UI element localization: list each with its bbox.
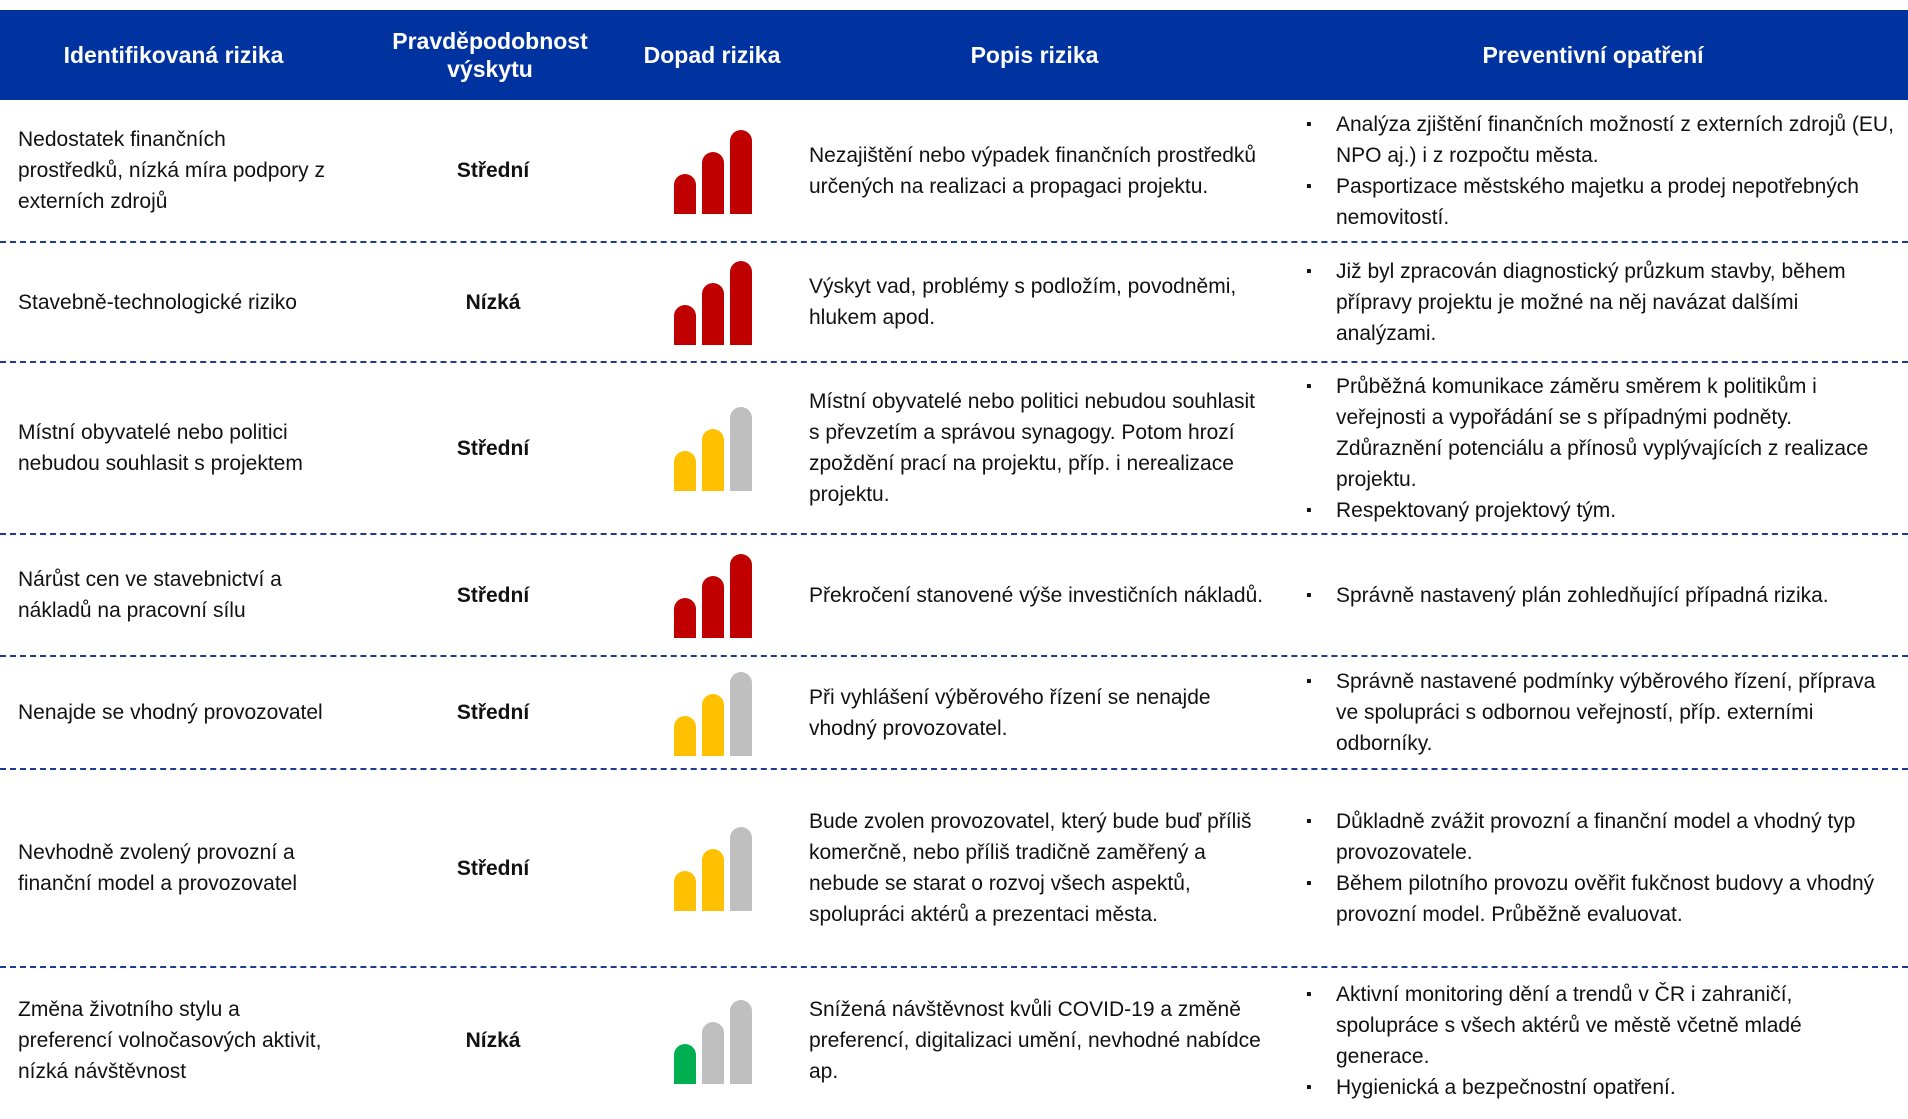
impact-cell <box>633 243 791 361</box>
measure-item: Již byl zpracován diagnostický průzkum s… <box>1306 256 1896 349</box>
risk-description: Nezajištění nebo výpadek finančních pros… <box>809 143 1257 198</box>
probability: Střední <box>456 436 530 460</box>
risk-name: Stavebně-technologické riziko <box>18 290 297 314</box>
measures-list: Aktivní monitoring dění a trendů v ČR i … <box>1296 979 1896 1103</box>
impact-bar <box>702 151 724 214</box>
measures-cell: Průběžná komunikace záměru směrem k poli… <box>1278 363 1908 533</box>
header-cell: Pravděpodobnost výskytu <box>392 28 588 82</box>
measure-item: Pasportizace městského majetku a prodej … <box>1306 171 1896 233</box>
probability: Střední <box>456 856 530 880</box>
impact-bar <box>730 999 752 1084</box>
impact-cell <box>633 535 791 655</box>
measure-item: Během pilotního provozu ověřit fukčnost … <box>1306 868 1896 930</box>
impact-bar <box>674 451 696 491</box>
measures-cell: Správně nastavené podmínky výběrového ří… <box>1278 657 1908 768</box>
measure-item: Důkladně zvážit provozní a finanční mode… <box>1306 806 1896 868</box>
measures-list: Analýza zjištění finančních možností z e… <box>1296 109 1896 233</box>
impact-icon <box>674 999 752 1084</box>
impact-bar <box>674 1043 696 1084</box>
impact-bar <box>674 305 696 345</box>
header-cell: Preventivní opatření <box>1482 42 1704 68</box>
measures-cell: Již byl zpracován diagnostický průzkum s… <box>1278 243 1908 361</box>
measure-item: Aktivní monitoring dění a trendů v ČR i … <box>1306 979 1896 1072</box>
impact-bar <box>674 715 696 756</box>
risk-name: Změna životního stylu a preferencí volno… <box>18 998 322 1083</box>
header-row: Identifikovaná rizika Pravděpodobnost výs… <box>0 10 1908 100</box>
table-row: Stavebně-technologické riziko Nízká Výskyt… <box>0 243 1908 363</box>
measure-item: Analýza zjištění finančních možností z e… <box>1306 109 1896 171</box>
table-row: Změna životního stylu a preferencí volno… <box>0 968 1908 1113</box>
measures-cell: Důkladně zvážit provozní a finanční mode… <box>1278 770 1908 966</box>
impact-bar <box>702 1021 724 1084</box>
impact-cell <box>633 363 791 533</box>
impact-bar <box>730 827 752 911</box>
risk-description: Snížená návštěvnost kvůli COVID-19 a změ… <box>809 998 1261 1083</box>
impact-icon <box>674 129 752 214</box>
risk-name: Nedostatek finančních prostředků, nízká … <box>18 128 325 213</box>
impact-cell <box>633 770 791 966</box>
impact-icon <box>674 827 752 911</box>
risk-name: Nevhodně zvolený provozní a finanční mod… <box>18 841 297 895</box>
impact-icon <box>674 407 752 491</box>
measures-list: Správně nastavené podmínky výběrového ří… <box>1296 666 1896 759</box>
measure-item: Hygienická a bezpečnostní opatření. <box>1306 1072 1896 1103</box>
table-row: Nárůst cen ve stavebnictví a nákladů na … <box>0 535 1908 657</box>
table-row: Nevhodně zvolený provozní a finanční mod… <box>0 770 1908 968</box>
impact-bar <box>730 671 752 756</box>
impact-icon <box>674 671 752 756</box>
header-cell: Identifikovaná rizika <box>63 42 284 68</box>
table-row: Nenajde se vhodný provozovatel Střední Při… <box>0 657 1908 770</box>
measures-cell: Aktivní monitoring dění a trendů v ČR i … <box>1278 968 1908 1113</box>
measures-list: Průběžná komunikace záměru směrem k poli… <box>1296 371 1896 526</box>
impact-bar <box>702 693 724 756</box>
probability: Střední <box>456 159 530 182</box>
probability: Nízká <box>465 1029 521 1052</box>
measure-item: Průběžná komunikace záměru směrem k poli… <box>1306 371 1896 495</box>
measures-list: Již byl zpracován diagnostický průzkum s… <box>1296 256 1896 349</box>
measures-list: Důkladně zvážit provozní a finanční mode… <box>1296 806 1896 930</box>
impact-bar <box>702 283 724 345</box>
risk-table: Identifikovaná rizika Pravděpodobnost výs… <box>0 10 1908 1113</box>
measure-item: Správně nastavené podmínky výběrového ří… <box>1306 666 1896 759</box>
impact-icon <box>674 261 752 345</box>
impact-bar <box>702 429 724 491</box>
probability: Střední <box>456 583 530 607</box>
risk-name: Místní obyvatelé nebo politici nebudou s… <box>18 421 303 475</box>
risk-description: Výskyt vad, problémy s podložím, povodně… <box>809 275 1237 329</box>
probability: Nízká <box>465 290 521 314</box>
probability: Střední <box>456 701 530 724</box>
header-cell: Dopad rizika <box>643 42 781 68</box>
risk-description: Bude zvolen provozovatel, který bude buď… <box>809 810 1252 926</box>
measures-cell: Správně nastavený plán zohledňující příp… <box>1278 535 1908 655</box>
measures-cell: Analýza zjištění finančních možností z e… <box>1278 100 1908 241</box>
impact-cell <box>633 100 791 241</box>
impact-bar <box>674 598 696 638</box>
impact-bar <box>674 173 696 214</box>
impact-bar <box>730 129 752 214</box>
impact-bar <box>730 554 752 638</box>
impact-cell <box>633 968 791 1113</box>
risk-name: Nárůst cen ve stavebnictví a nákladů na … <box>18 568 282 622</box>
impact-bar <box>702 576 724 638</box>
impact-cell <box>633 657 791 768</box>
impact-bar <box>674 871 696 911</box>
risk-description: Překročení stanovené výše investičních n… <box>809 583 1264 607</box>
measure-item: Správně nastavený plán zohledňující příp… <box>1306 580 1829 611</box>
measures-list: Správně nastavený plán zohledňující příp… <box>1296 580 1829 611</box>
impact-bar <box>702 849 724 911</box>
impact-icon <box>674 554 752 638</box>
impact-bar <box>730 407 752 491</box>
table-row: Místní obyvatelé nebo politici nebudou s… <box>0 363 1908 535</box>
impact-bar <box>730 261 752 345</box>
risk-description: Při vyhlášení výběrového řízení se nenaj… <box>809 685 1211 740</box>
header-cell: Popis rizika <box>970 42 1099 68</box>
risk-description: Místní obyvatelé nebo politici nebudou s… <box>809 390 1255 506</box>
table-row: Nedostatek finančních prostředků, nízká … <box>0 100 1908 243</box>
measure-item: Respektovaný projektový tým. <box>1306 495 1896 526</box>
risk-name: Nenajde se vhodný provozovatel <box>18 701 323 724</box>
